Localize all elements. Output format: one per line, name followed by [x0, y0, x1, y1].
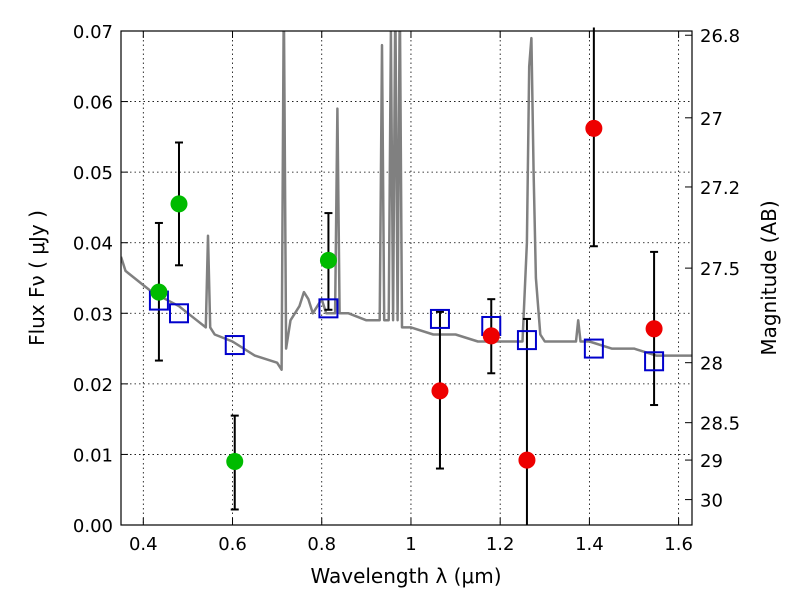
x-axis-label: Wavelength λ (μm) [310, 564, 501, 588]
plot-frame [120, 30, 693, 526]
x-tick-label: 1.4 [575, 534, 604, 555]
y-tick-label: 0.05 [73, 163, 113, 184]
right-tick-label: 27.5 [700, 259, 740, 280]
upper-limit-point [585, 119, 603, 137]
x-tick-label: 1 [405, 534, 416, 555]
error-bars [154, 27, 659, 525]
upper-limit-point [645, 320, 663, 338]
y-tick-label: 0.01 [73, 445, 113, 466]
model-photometry-point [429, 308, 450, 329]
detection-point [150, 283, 168, 301]
detection-point [319, 251, 337, 269]
plot-area [121, 31, 692, 371]
y-tick-label: 0.03 [73, 304, 113, 325]
upper-limit-point [518, 451, 536, 469]
right-tick-label: 28.5 [700, 414, 740, 435]
markers [148, 119, 665, 470]
right-tick-label: 27.2 [700, 178, 740, 199]
x-tick-label: 0.6 [218, 534, 247, 555]
model-photometry-point [224, 335, 245, 356]
model-photometry-point [318, 298, 339, 319]
x-tick-label: 1.6 [664, 534, 693, 555]
model-photometry-point [168, 303, 189, 324]
right-tick-label: 27 [700, 109, 723, 130]
model-photometry-point [583, 338, 604, 359]
upper-limit-point [431, 382, 449, 400]
y-tick-label: 0.07 [73, 22, 113, 43]
right-tick-label: 29 [700, 451, 723, 472]
x-tick-label: 0.8 [307, 534, 336, 555]
y-tick-label: 0.02 [73, 375, 113, 396]
x-tick-label: 0.4 [129, 534, 158, 555]
model-spectrum-line [121, 31, 692, 371]
upper-limit-point [482, 327, 500, 345]
model-photometry-point [516, 330, 537, 351]
model-photometry-point [644, 351, 665, 372]
detection-point [170, 195, 188, 213]
right-tick-label: 30 [700, 491, 723, 512]
detection-point [226, 452, 244, 470]
y-axis-label: Flux Fν ( μJy ) [25, 210, 49, 346]
y-tick-label: 0.00 [73, 516, 113, 537]
right-axis-label: Magnitude (AB) [757, 200, 781, 355]
axes: 0.4 0.6 0.8 1 1.2 1.4 1.6 0.00 0.01 0.02 0.03 0.04 0… [73, 22, 740, 555]
right-tick-label: 28 [700, 354, 723, 375]
x-tick-label: 1.2 [486, 534, 515, 555]
y-tick-label: 0.06 [73, 93, 113, 114]
grid [121, 31, 692, 525]
right-tick-label: 26.8 [700, 26, 740, 47]
y-tick-label: 0.04 [73, 234, 113, 255]
